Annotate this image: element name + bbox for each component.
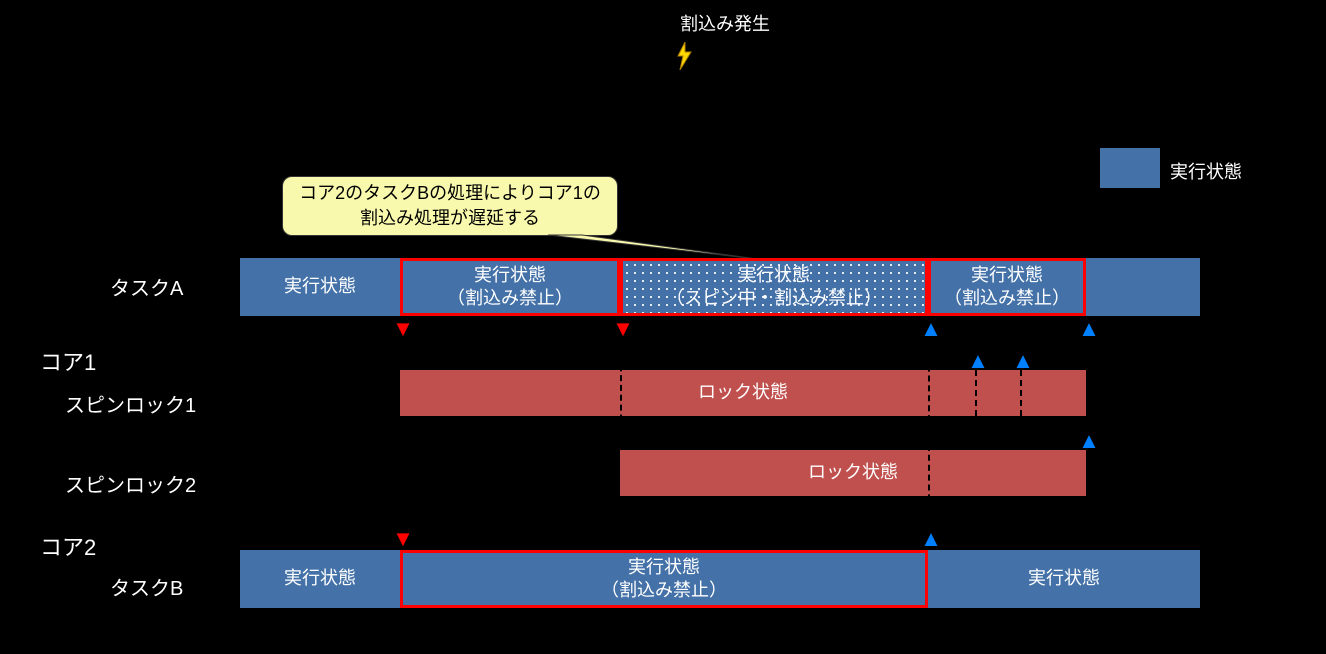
lock-release-icon: ▲ — [920, 318, 942, 340]
legend-exec-label: 実行状態 — [1170, 158, 1242, 184]
row-label-spinlock2: スピンロック2 — [65, 469, 196, 498]
bar-tb1: 実行状態 — [240, 550, 400, 608]
bar-ta5 — [1086, 258, 1200, 316]
dash-line-2 — [928, 316, 930, 550]
bar-tb3: 実行状態 — [928, 550, 1200, 608]
dash-line-3 — [975, 370, 977, 416]
dash-line-4 — [1020, 370, 1022, 416]
lock-acquire-icon: ▼ — [612, 318, 634, 340]
lock-release-icon: ▲ — [1078, 430, 1100, 452]
lock-release-icon: ▲ — [1012, 350, 1034, 372]
bar-s1: ロック状態 — [400, 370, 1086, 416]
diagram-canvas: 割込み発生 コア2のタスクBの処理によりコア1の割込み処理が遅延する 実行状態 … — [0, 0, 1326, 654]
bar-ta2: 実行状態 （割込み禁止） — [400, 258, 620, 316]
core2-label: コア2 — [40, 530, 96, 562]
dash-line-5 — [1086, 316, 1088, 496]
legend-exec-swatch — [1100, 148, 1160, 188]
row-label-task-a: タスクA — [110, 272, 183, 301]
bar-tb2: 実行状態 （割込み禁止） — [400, 550, 928, 608]
lock-acquire-icon: ▼ — [392, 318, 414, 340]
bar-ta3: 実行状態 （スピン中・割込み禁止） — [620, 258, 928, 316]
lock-release-icon: ▲ — [1078, 318, 1100, 340]
lock-acquire-icon: ▼ — [392, 528, 414, 550]
bar-s2: ロック状態 — [620, 450, 1086, 496]
core1-label: コア1 — [40, 345, 96, 377]
row-label-task-b: タスクB — [110, 572, 183, 601]
row-label-spinlock1: スピンロック1 — [65, 389, 196, 418]
lock-release-icon: ▲ — [920, 528, 942, 550]
bar-ta4: 実行状態 （割込み禁止） — [928, 258, 1086, 316]
bar-ta1: 実行状態 — [240, 258, 400, 316]
lock-release-icon: ▲ — [967, 350, 989, 372]
